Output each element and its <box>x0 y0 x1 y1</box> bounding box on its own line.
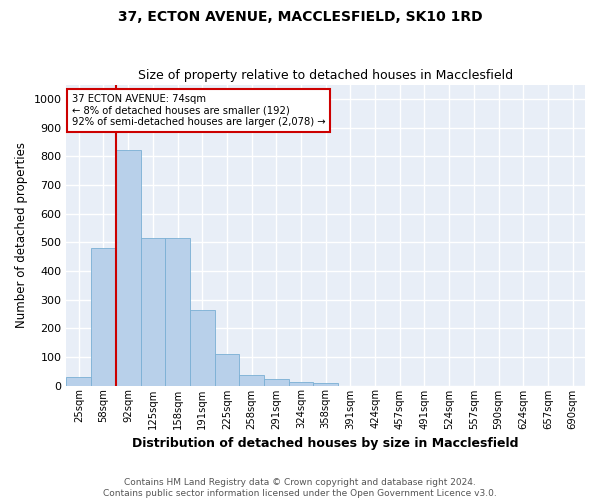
Y-axis label: Number of detached properties: Number of detached properties <box>15 142 28 328</box>
Text: 37 ECTON AVENUE: 74sqm
← 8% of detached houses are smaller (192)
92% of semi-det: 37 ECTON AVENUE: 74sqm ← 8% of detached … <box>71 94 325 127</box>
Bar <box>215 354 239 386</box>
Bar <box>91 248 116 386</box>
Bar <box>313 383 338 386</box>
Bar <box>190 310 215 386</box>
Bar <box>239 374 264 386</box>
Bar <box>165 238 190 386</box>
Bar <box>116 150 140 386</box>
Bar <box>264 379 289 386</box>
X-axis label: Distribution of detached houses by size in Macclesfield: Distribution of detached houses by size … <box>133 437 519 450</box>
Text: Contains HM Land Registry data © Crown copyright and database right 2024.
Contai: Contains HM Land Registry data © Crown c… <box>103 478 497 498</box>
Bar <box>67 378 91 386</box>
Bar <box>289 382 313 386</box>
Title: Size of property relative to detached houses in Macclesfield: Size of property relative to detached ho… <box>138 69 513 82</box>
Bar <box>140 238 165 386</box>
Text: 37, ECTON AVENUE, MACCLESFIELD, SK10 1RD: 37, ECTON AVENUE, MACCLESFIELD, SK10 1RD <box>118 10 482 24</box>
